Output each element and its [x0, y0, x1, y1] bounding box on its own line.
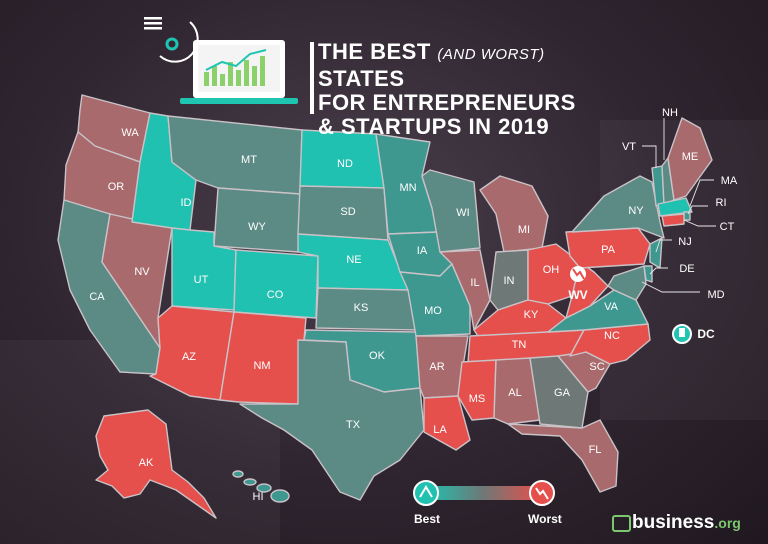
label-mn: MN — [399, 182, 416, 194]
label-ak: AK — [139, 457, 154, 469]
label-nm: NM — [253, 360, 270, 372]
label-wa: WA — [121, 127, 139, 139]
state-ak[interactable] — [95, 409, 217, 519]
briefcase-icon — [612, 515, 631, 532]
laptop-icon — [180, 40, 298, 104]
label-sd: SD — [340, 206, 355, 218]
label-ny: NY — [628, 205, 644, 217]
label-ga: GA — [554, 387, 571, 399]
title-line1-italic: (AND WORST) — [437, 46, 545, 63]
label-nv: NV — [134, 266, 150, 278]
label-wy: WY — [248, 221, 266, 233]
brand-tld: .org — [714, 515, 741, 531]
label-mt: MT — [241, 154, 257, 166]
label-mo: MO — [424, 305, 442, 317]
legend-best-label: Best — [414, 512, 441, 526]
state-nm[interactable] — [219, 311, 307, 405]
label-ma: MA — [721, 175, 738, 187]
title-line2: FOR ENTREPRENEURS — [318, 90, 576, 115]
label-ms: MS — [469, 393, 486, 405]
label-la: LA — [433, 424, 447, 436]
label-dc: DC — [697, 327, 715, 341]
label-fl: FL — [589, 444, 602, 456]
label-in: IN — [504, 275, 515, 287]
label-nc: NC — [604, 330, 620, 342]
label-de: DE — [679, 263, 694, 275]
menu-icon — [144, 17, 162, 30]
state-al[interactable] — [493, 357, 541, 425]
legend-gradient-bar — [426, 486, 540, 500]
label-mi: MI — [518, 224, 530, 236]
label-tx: TX — [346, 419, 361, 431]
state-ms[interactable] — [457, 359, 497, 421]
state-labels: WA OR CA NV ID MT WY UT CO AZ NM ND SD N… — [89, 107, 738, 503]
state-fl[interactable] — [507, 419, 619, 493]
label-ca: CA — [89, 291, 105, 303]
state-ny[interactable] — [571, 175, 665, 239]
label-hi: HI — [253, 491, 264, 503]
state-co[interactable] — [233, 249, 319, 319]
label-ne: NE — [346, 254, 361, 266]
label-sc: SC — [589, 361, 604, 373]
label-ct: CT — [720, 221, 735, 233]
label-nj: NJ — [678, 236, 691, 248]
state-la[interactable] — [423, 395, 471, 451]
title-divider — [310, 42, 314, 114]
worst-state-marker-icon — [570, 266, 586, 282]
label-ri: RI — [716, 197, 727, 209]
state-nj[interactable] — [649, 237, 663, 269]
brand-logo[interactable]: business.org — [632, 512, 741, 534]
state-hi[interactable] — [232, 470, 290, 503]
label-az: AZ — [182, 351, 196, 363]
label-id: ID — [181, 197, 192, 209]
label-ut: UT — [194, 274, 209, 286]
state-ga[interactable] — [529, 355, 589, 429]
label-nh: NH — [662, 107, 678, 119]
title-line1-a: THE BEST — [318, 39, 438, 64]
label-va: VA — [604, 301, 619, 313]
label-vt: VT — [622, 141, 636, 153]
label-nd: ND — [337, 158, 353, 170]
state-wv[interactable] — [565, 261, 609, 319]
label-oh: OH — [543, 264, 560, 276]
label-ks: KS — [354, 302, 369, 314]
label-ky: KY — [524, 309, 539, 321]
title-block: THE BEST (AND WORST) STATES FOR ENTREPRE… — [175, 18, 595, 139]
page-title: THE BEST (AND WORST) STATES FOR ENTREPRE… — [318, 40, 595, 139]
state-tx[interactable] — [239, 339, 425, 501]
brand-name: business — [632, 512, 715, 533]
title-line3: & STARTUPS IN 2019 — [318, 114, 550, 139]
label-tn: TN — [512, 339, 527, 351]
state-ma[interactable] — [657, 197, 693, 217]
legend — [413, 480, 555, 506]
title-line1-b: STATES — [318, 66, 405, 91]
leader-lines — [641, 118, 716, 293]
best-icon — [413, 480, 439, 506]
label-al: AL — [508, 387, 521, 399]
legend-worst-label: Worst — [528, 512, 562, 526]
state-wy[interactable] — [213, 187, 301, 253]
label-pa: PA — [601, 244, 616, 256]
states-layer — [57, 94, 713, 519]
label-md: MD — [707, 289, 724, 301]
label-ia: IA — [417, 245, 428, 257]
label-ar: AR — [429, 361, 444, 373]
label-il: IL — [470, 277, 479, 289]
dc-marker[interactable] — [672, 324, 692, 344]
label-ok: OK — [369, 350, 386, 362]
state-ct[interactable] — [661, 213, 685, 227]
state-mo[interactable] — [399, 263, 471, 337]
label-co: CO — [267, 289, 284, 301]
state-mi[interactable] — [479, 175, 549, 253]
label-or: OR — [108, 181, 125, 193]
label-wi: WI — [456, 207, 469, 219]
label-me: ME — [682, 151, 699, 163]
label-wv: WV — [568, 288, 587, 302]
circle-decoration-icon — [159, 21, 199, 63]
state-ri[interactable] — [683, 211, 691, 221]
